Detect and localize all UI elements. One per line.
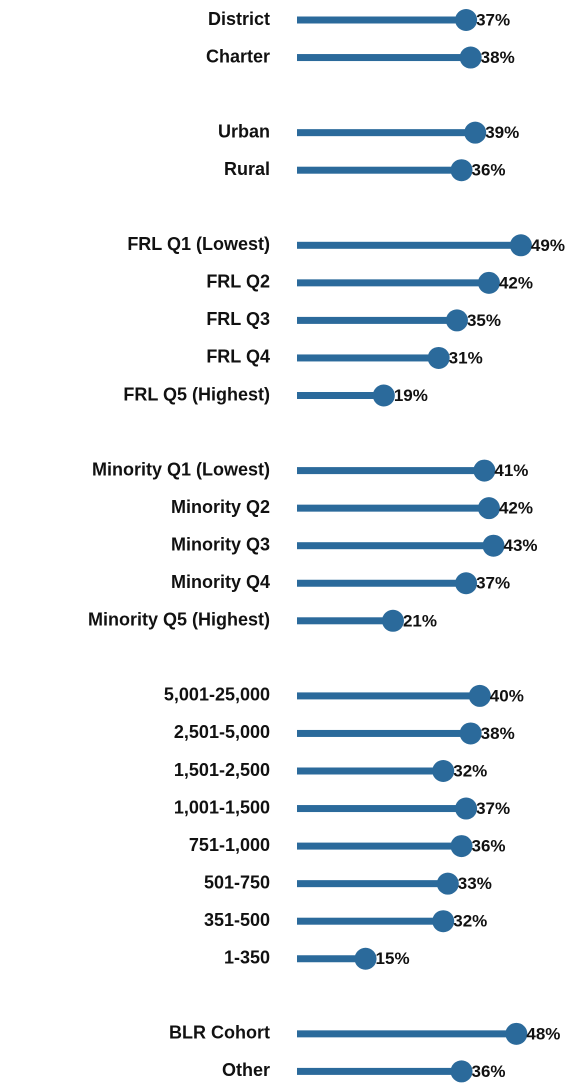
dot [436, 872, 459, 895]
value-label: 35% [467, 311, 501, 330]
dot [455, 797, 478, 820]
bar [297, 16, 467, 24]
dot [477, 271, 500, 294]
value-label: 36% [472, 837, 506, 856]
category-label: Minority Q4 [171, 572, 270, 592]
value-label: 37% [476, 10, 510, 29]
bar [297, 467, 485, 475]
category-label: 5,001-25,000 [164, 685, 270, 705]
dot [473, 459, 496, 482]
value-label: 19% [394, 386, 428, 405]
category-label: 1,001-1,500 [174, 797, 270, 817]
category-label: Minority Q3 [171, 534, 270, 554]
bar [297, 392, 384, 399]
value-label: 36% [472, 161, 506, 180]
bar [297, 692, 480, 700]
dot [464, 121, 487, 144]
bar [297, 166, 462, 174]
bar [297, 542, 494, 550]
dot [354, 947, 377, 970]
category-label: Minority Q5 (Highest) [88, 610, 270, 630]
category-label: Minority Q2 [171, 497, 270, 517]
bar [297, 241, 521, 249]
category-label: Rural [224, 159, 270, 179]
value-label: 32% [453, 761, 487, 780]
value-label: 42% [499, 499, 533, 518]
dot [432, 760, 455, 782]
dot [468, 684, 491, 707]
category-label: Minority Q1 (Lowest) [92, 459, 270, 479]
value-label: 15% [376, 949, 410, 968]
bar [297, 504, 489, 512]
category-label: FRL Q4 [206, 347, 270, 367]
value-label: 41% [494, 461, 528, 480]
category-label: FRL Q2 [206, 272, 270, 292]
value-label: 36% [472, 1062, 506, 1081]
dot [427, 346, 450, 369]
bar [297, 54, 471, 62]
value-label: 38% [481, 724, 515, 743]
dot [482, 534, 505, 557]
dot [455, 572, 478, 595]
bar [297, 842, 462, 850]
dot [445, 309, 468, 332]
category-label: 1,501-2,500 [174, 760, 270, 780]
category-label: Charter [206, 46, 270, 66]
bar [297, 1067, 462, 1075]
category-label: Urban [218, 121, 270, 141]
category-label: 501-750 [204, 872, 270, 892]
bar [297, 279, 489, 287]
bar [297, 579, 467, 587]
value-label: 32% [453, 912, 487, 931]
category-label: 751-1,000 [189, 835, 270, 855]
dot [477, 497, 500, 520]
dot [459, 722, 482, 745]
bar [297, 129, 476, 137]
value-label: 38% [481, 48, 515, 67]
dot [459, 46, 482, 69]
bar [297, 917, 444, 925]
category-label: FRL Q5 (Highest) [123, 384, 270, 404]
category-label: District [208, 9, 270, 29]
dot [432, 910, 455, 933]
value-label: 48% [526, 1024, 560, 1043]
value-label: 37% [476, 574, 510, 593]
dot [450, 835, 473, 858]
dot [450, 159, 473, 182]
dot [505, 1022, 528, 1045]
dot [372, 384, 395, 407]
value-label: 39% [485, 123, 519, 142]
value-label: 31% [449, 348, 483, 367]
bar [297, 805, 467, 813]
category-label: FRL Q3 [206, 309, 270, 329]
category-label: BLR Cohort [169, 1023, 270, 1043]
bar [297, 729, 471, 737]
value-label: 43% [504, 536, 538, 555]
value-label: 37% [476, 799, 510, 818]
bar [297, 617, 393, 625]
bar [297, 955, 366, 963]
category-label: 351-500 [204, 910, 270, 930]
bar [297, 767, 444, 775]
dot [509, 234, 532, 257]
value-label: 42% [499, 273, 533, 292]
category-label: Other [222, 1060, 270, 1080]
category-label: FRL Q1 (Lowest) [127, 234, 270, 254]
value-label: 49% [531, 236, 565, 255]
dot [450, 1060, 473, 1083]
value-label: 40% [490, 686, 524, 705]
bar [297, 1030, 517, 1038]
category-label: 2,501-5,000 [174, 722, 270, 742]
dot [455, 9, 478, 31]
value-label: 33% [458, 874, 492, 893]
category-label: 1-350 [224, 948, 270, 968]
bar [297, 316, 457, 324]
bar [297, 880, 448, 888]
value-label: 21% [403, 611, 437, 630]
dot [381, 609, 404, 632]
bar [297, 354, 439, 362]
